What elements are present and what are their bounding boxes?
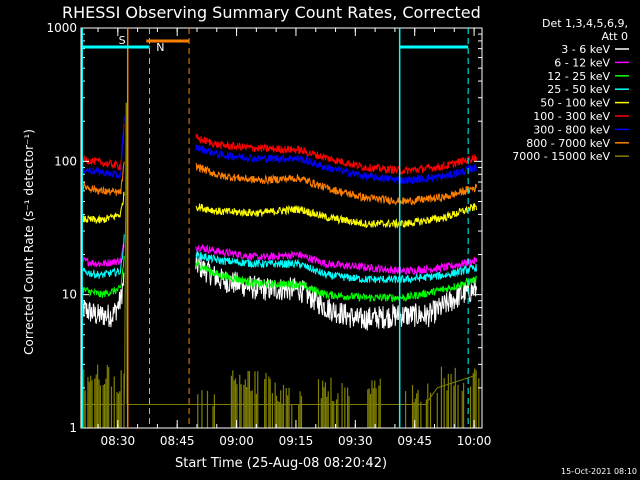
legend-label-7: 800 - 7000 keV (526, 137, 610, 150)
legend-label-3: 25 - 50 keV (547, 83, 610, 96)
y-tick-label-2: 100 (54, 154, 77, 168)
series-0-trace-0 (80, 272, 125, 328)
y-tick-label-3: 1000 (46, 21, 77, 35)
series-0-trace-1 (195, 252, 477, 331)
series-5 (80, 123, 477, 176)
series-6 (80, 116, 477, 186)
series-3 (80, 234, 477, 284)
legend-label-0: 3 - 6 keV (561, 43, 610, 56)
legend-label-8: 7000 - 15000 keV (512, 150, 610, 163)
footer-date: 15-Oct-2021 08:10 (561, 467, 637, 476)
y-tick-label-1: 10 (62, 288, 77, 302)
series-6-trace-0 (80, 116, 125, 179)
series-4 (80, 191, 477, 230)
series-1 (80, 243, 477, 275)
plot-frame (80, 27, 483, 429)
series-4-trace-0 (80, 191, 125, 224)
series-7 (80, 161, 477, 207)
series-0 (80, 252, 477, 331)
x-tick-label-2: 09:00 (219, 434, 254, 448)
saa-letter: S (119, 34, 126, 47)
series-5-trace-1 (195, 132, 477, 176)
series-6-trace-1 (195, 144, 477, 186)
y-tick-label-0: 1 (69, 421, 77, 435)
series-5-trace-0 (80, 123, 125, 172)
x-tick-label-4: 09:30 (338, 434, 373, 448)
x-tick-label-1: 08:45 (160, 434, 195, 448)
x-tick-label-0: 08:30 (101, 434, 136, 448)
legend-label-4: 50 - 100 keV (540, 97, 610, 110)
legend-label-5: 100 - 300 keV (533, 110, 610, 123)
x-tick-label-6: 10:00 (457, 434, 492, 448)
legend-label-2: 12 - 25 keV (547, 70, 610, 83)
series-7-trace-0 (80, 161, 125, 197)
series-2-trace-1 (195, 259, 477, 303)
series-1-trace-0 (80, 243, 125, 268)
legend-header-1: Det 1,3,4,5,6,9, (542, 17, 628, 30)
x-axis-label: Start Time (25-Aug-08 08:20:42) (175, 456, 387, 471)
y-axis-label: Corrected Count Rate (s⁻¹ detector⁻¹) (22, 129, 36, 355)
series-8-bursts (80, 364, 480, 428)
series-4-trace-1 (195, 203, 477, 230)
series-7-trace-1 (195, 162, 477, 207)
legend-header-2: Att 0 (602, 30, 628, 43)
night-letter: N (156, 41, 164, 54)
legend-label-6: 300 - 800 keV (533, 123, 610, 136)
series-2 (80, 255, 477, 303)
series-2-trace-0 (80, 255, 125, 299)
series-3-trace-0 (80, 234, 125, 279)
plot-area (80, 102, 480, 428)
legend-label-1: 6 - 12 keV (554, 56, 610, 69)
series-3-trace-1 (195, 249, 477, 284)
x-tick-label-3: 09:15 (279, 434, 314, 448)
x-tick-label-5: 09:45 (397, 434, 432, 448)
series-1-trace-1 (195, 243, 477, 275)
chart-title: RHESSI Observing Summary Count Rates, Co… (62, 3, 481, 22)
